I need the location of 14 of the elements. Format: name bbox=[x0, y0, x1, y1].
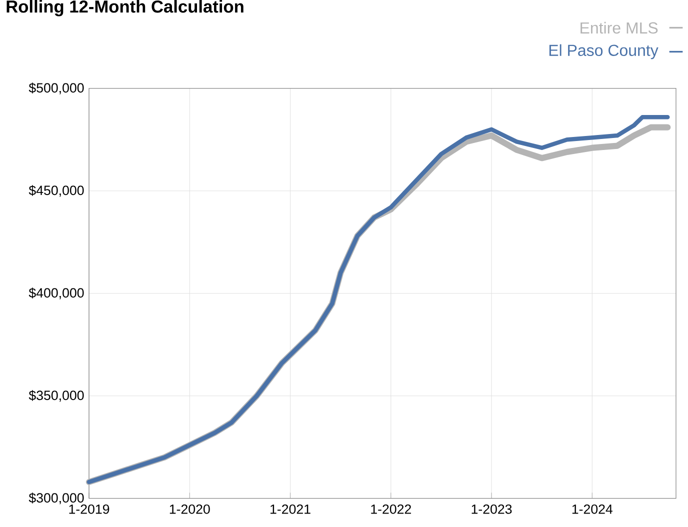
y-tick-label: $300,000 bbox=[28, 492, 84, 504]
y-tick-label: $350,000 bbox=[28, 390, 84, 402]
chart-title: Rolling 12-Month Calculation bbox=[6, 0, 244, 16]
legend-label: El Paso County bbox=[549, 44, 658, 59]
y-tick-label: $450,000 bbox=[28, 184, 84, 196]
x-tick-label: 1-2022 bbox=[371, 504, 411, 514]
y-tick-label: $400,000 bbox=[28, 287, 84, 299]
x-tick-label: 1-2019 bbox=[69, 504, 110, 514]
legend-label: Entire MLS bbox=[580, 22, 658, 34]
x-tick-label: 1-2024 bbox=[572, 504, 612, 514]
x-tick-label: 1-2021 bbox=[270, 504, 310, 514]
y-tick-label: $500,000 bbox=[28, 82, 84, 94]
x-tick-label: 1-2023 bbox=[472, 504, 512, 514]
x-tick-label: 1-2020 bbox=[170, 504, 210, 514]
